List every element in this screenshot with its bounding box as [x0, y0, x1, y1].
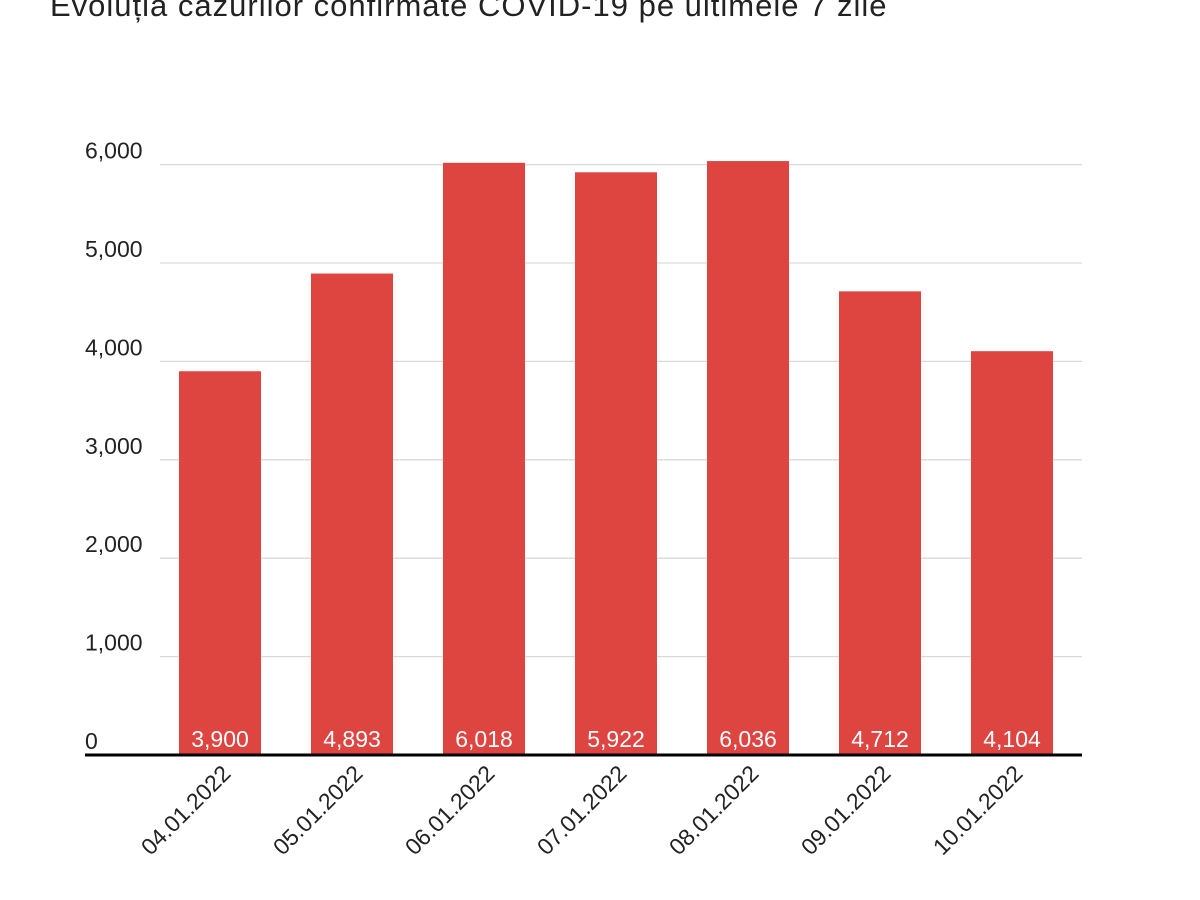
- x-tick-label: 10.01.2022: [928, 760, 1028, 860]
- y-tick-label: 5,000: [85, 236, 143, 262]
- bar-value-label: 3,900: [191, 726, 249, 752]
- bar-value-label: 4,712: [851, 726, 909, 752]
- x-tick-label: 07.01.2022: [532, 760, 632, 860]
- x-axis-category-labels: 04.01.2022 05.01.2022 06.01.2022 07.01.2022…: [136, 760, 1028, 860]
- bars: [179, 161, 1053, 755]
- y-tick-label: 1,000: [85, 630, 143, 656]
- bar: [971, 351, 1053, 755]
- y-tick-label: 2,000: [85, 531, 143, 557]
- y-tick-label: 6,000: [85, 138, 143, 164]
- bar: [311, 273, 393, 755]
- bar-value-label: 4,104: [983, 726, 1041, 752]
- x-tick-label: 08.01.2022: [664, 760, 764, 860]
- y-tick-label: 3,000: [85, 433, 143, 459]
- bar-value-label: 6,018: [455, 726, 513, 752]
- x-tick-label: 06.01.2022: [400, 760, 500, 860]
- y-axis-ticks: 0 1,000 2,000 3,000 4,000 5,000 6,000: [85, 138, 143, 754]
- chart-title: Evoluția cazurilor confirmate COVID-19 p…: [50, 0, 888, 23]
- bar: [443, 162, 525, 755]
- bar-value-label: 4,893: [323, 726, 381, 752]
- bar-value-label: 5,922: [587, 726, 645, 752]
- bar: [575, 172, 657, 755]
- x-tick-label: 04.01.2022: [136, 760, 236, 860]
- bar: [707, 161, 789, 755]
- bar-value-labels: 3,900 4,893 6,018 5,922 6,036 4,712 4,104: [191, 726, 1041, 752]
- y-tick-label: 0: [85, 728, 98, 754]
- bar: [179, 371, 261, 755]
- bar: [839, 291, 921, 755]
- y-tick-label: 4,000: [85, 334, 143, 360]
- x-tick-label: 05.01.2022: [268, 760, 368, 860]
- bar-value-label: 6,036: [719, 726, 777, 752]
- x-tick-label: 09.01.2022: [796, 760, 896, 860]
